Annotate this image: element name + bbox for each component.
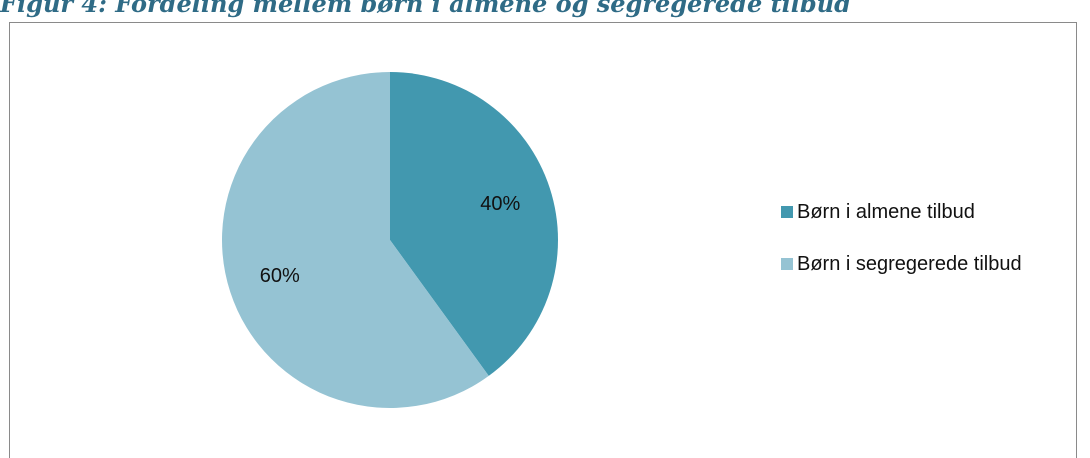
legend-label-almene: Børn i almene tilbud — [797, 200, 975, 223]
pie-slice-1 — [221, 72, 489, 409]
chart-legend: Børn i almene tilbud Børn i segregerede … — [781, 200, 1022, 304]
legend-item-segregerede: Børn i segregerede tilbud — [781, 252, 1022, 276]
legend-swatch-almene — [781, 206, 793, 218]
legend-swatch-segregerede — [781, 258, 793, 270]
pie-slice-label-1: 60% — [260, 265, 300, 287]
chart-frame — [9, 22, 1077, 458]
pie-slice-0 — [390, 72, 558, 376]
pie-slice-label-0: 40% — [480, 193, 520, 215]
figure-title: Figur 4: Fordeling mellem børn i almene … — [0, 0, 851, 18]
legend-item-almene: Børn i almene tilbud — [781, 200, 1022, 224]
legend-label-segregerede: Børn i segregerede tilbud — [797, 252, 1022, 275]
